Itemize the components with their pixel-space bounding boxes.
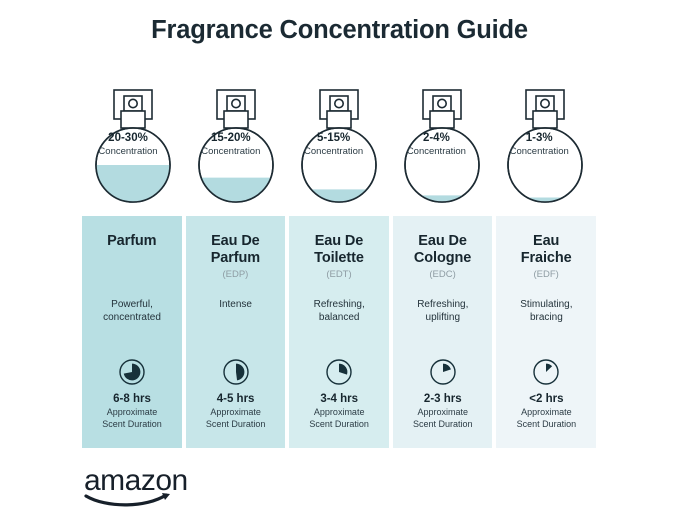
bottle-cell: 5-15% Concentration xyxy=(288,80,391,206)
scent-duration-pie-icon xyxy=(82,358,182,386)
description-line2: concentrated xyxy=(103,312,161,323)
description-line1: Refreshing, xyxy=(313,299,365,310)
perfume-bottle-icon xyxy=(396,80,488,206)
fragrance-name-line2: Fraiche xyxy=(520,250,572,266)
fragrance-name-line1: Eau De xyxy=(418,233,467,249)
fragrance-card[interactable]: Eau De Toilette (EDT) Refreshing, balanced 3… xyxy=(289,216,389,448)
fragrance-description: Stimulating, bracing xyxy=(496,298,596,324)
fragrance-card[interactable]: Eau De Parfum (EDP) Intense 4-5 hrs Approxi… xyxy=(185,216,286,448)
perfume-bottle-icon xyxy=(293,80,385,206)
description-line2: bracing xyxy=(529,312,563,323)
duration-value: <2 hrs xyxy=(529,393,564,405)
scent-duration-pie-icon xyxy=(496,358,596,386)
fragrance-name: Eau De Parfum xyxy=(211,233,260,267)
duration-caption: Approximate Scent Duration xyxy=(289,407,389,430)
scent-duration-pie-icon xyxy=(289,358,389,386)
description-line1: Stimulating, xyxy=(520,299,573,310)
fragrance-name-line2: Parfum xyxy=(210,250,261,266)
duration-caption-line2: Scent Duration xyxy=(205,418,266,429)
fragrance-cards-row: Parfum Powerful, concentrated 6-8 hrs Appr… xyxy=(82,216,596,448)
amazon-logo: amazon xyxy=(84,462,224,508)
duration-value: 6-8 hrs xyxy=(113,393,151,405)
duration-caption-line2: Scent Duration xyxy=(413,418,473,429)
duration-value: 2-3 hrs xyxy=(423,393,462,405)
duration-caption-line1: Approximate xyxy=(521,407,572,417)
fragrance-name-line1: Parfum xyxy=(107,233,157,249)
amazon-smile-icon xyxy=(84,493,168,507)
amazon-logo-svg: amazon xyxy=(84,464,188,507)
duration-value: 3-4 hrs xyxy=(320,393,359,405)
fragrance-name-line1: Eau De xyxy=(211,233,260,249)
description-line2: uplifting xyxy=(425,312,461,323)
fragrance-description: Intense xyxy=(186,298,286,311)
bottles-row: 20-30% Concentration 15-20% Concentratio… xyxy=(82,80,596,206)
duration-caption-line2: Scent Duration xyxy=(516,418,577,429)
fragrance-description: Refreshing, uplifting xyxy=(393,298,493,324)
duration-value: 4-5 hrs xyxy=(216,393,255,405)
description-line1: Refreshing, xyxy=(417,299,469,310)
fragrance-card[interactable]: Eau De Cologne (EDC) Refreshing, uplifting 2… xyxy=(392,216,493,448)
fragrance-name-line2: Cologne xyxy=(413,250,472,266)
perfume-bottle-icon xyxy=(190,80,282,206)
fragrance-name-line1: Eau De xyxy=(314,233,364,249)
duration-caption: Approximate Scent Duration xyxy=(496,407,596,430)
amazon-wordmark: amazon xyxy=(84,464,188,497)
bottle-cell: 15-20% Concentration xyxy=(185,80,288,206)
description-line1: Intense xyxy=(219,299,252,310)
bottle-cell: 1-3% Concentration xyxy=(493,80,596,206)
amazon-smile-arrow-icon xyxy=(162,493,170,500)
fragrance-name: Eau De Cologne xyxy=(414,233,471,267)
page-title: Fragrance Concentration Guide xyxy=(151,16,528,44)
duration-caption: Approximate Scent Duration xyxy=(82,407,182,430)
description-line2: balanced xyxy=(318,312,360,323)
scent-duration-block: 3-4 hrs Approximate Scent Duration xyxy=(289,392,389,430)
scent-duration-block: 2-3 hrs Approximate Scent Duration xyxy=(393,392,493,430)
scent-duration-block: <2 hrs Approximate Scent Duration xyxy=(496,392,596,430)
duration-caption-line1: Approximate xyxy=(313,407,365,417)
scent-duration-pie-icon xyxy=(186,358,286,386)
duration-caption: Approximate Scent Duration xyxy=(186,407,286,430)
fragrance-name: Eau Fraiche xyxy=(521,233,572,267)
fragrance-name: Parfum xyxy=(107,233,156,250)
perfume-bottle-icon xyxy=(499,80,591,206)
duration-caption-line1: Approximate xyxy=(106,407,158,417)
duration-caption-line2: Scent Duration xyxy=(102,418,162,429)
fragrance-abbreviation: (EDC) xyxy=(429,269,456,280)
bottle-cell: 20-30% Concentration xyxy=(82,80,185,206)
bottle-cell: 2-4% Concentration xyxy=(390,80,493,206)
duration-caption-line2: Scent Duration xyxy=(309,418,369,429)
fragrance-abbreviation: (EDF) xyxy=(533,269,559,280)
duration-caption-line1: Approximate xyxy=(210,407,261,417)
scent-duration-block: 4-5 hrs Approximate Scent Duration xyxy=(186,392,286,430)
fragrance-name: Eau De Toilette xyxy=(314,233,364,267)
fragrance-name-line1: Eau xyxy=(533,233,560,249)
scent-duration-block: 6-8 hrs Approximate Scent Duration xyxy=(82,392,182,430)
fragrance-card[interactable]: Eau Fraiche (EDF) Stimulating, bracing <2 hr… xyxy=(496,216,596,448)
fragrance-card[interactable]: Parfum Powerful, concentrated 6-8 hrs Appr… xyxy=(82,216,182,448)
fragrance-description: Powerful, concentrated xyxy=(82,298,182,324)
fragrance-abbreviation: (EDP) xyxy=(222,269,249,280)
fragrance-name-line2: Toilette xyxy=(314,250,364,266)
fragrance-description: Refreshing, balanced xyxy=(289,298,389,324)
duration-caption-line1: Approximate xyxy=(417,407,469,417)
fragrance-abbreviation: (EDT) xyxy=(326,269,352,280)
duration-caption: Approximate Scent Duration xyxy=(393,407,493,430)
description-line1: Powerful, xyxy=(111,299,153,310)
perfume-bottle-icon xyxy=(87,80,179,206)
scent-duration-pie-icon xyxy=(393,358,493,386)
